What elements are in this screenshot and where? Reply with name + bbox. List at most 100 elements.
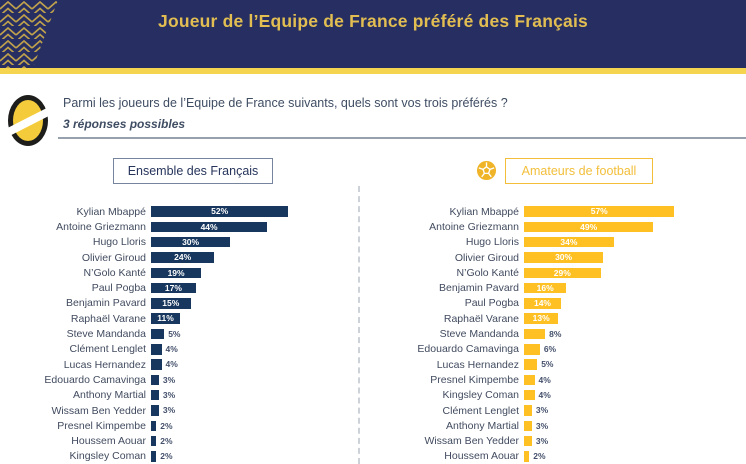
player-label: Anthony Martial [73, 389, 146, 402]
bar: 11% [151, 313, 181, 324]
bar-row: Olivier Giroud 30% [373, 250, 746, 265]
player-label: Hugo Lloris [465, 236, 519, 249]
player-label: Paul Pogba [91, 282, 146, 295]
bar [151, 451, 157, 462]
player-label: Clément Lenglet [442, 404, 519, 417]
bar-row: Antoine Griezmann 44% [0, 219, 356, 234]
value-label: 3% [535, 435, 549, 446]
value-label: 2% [533, 451, 546, 462]
value-label: 24% [174, 252, 192, 263]
bar-row: Hugo Lloris 34% [373, 235, 746, 250]
player-label: Kingsley Coman [69, 450, 146, 463]
value-label: 30% [555, 252, 573, 263]
value-label: 4% [538, 374, 551, 385]
value-label: 16% [536, 282, 554, 293]
bar-track: 3% [524, 435, 746, 447]
page-title: Joueur de l’Equipe de France préféré des… [158, 11, 588, 31]
player-label: Edouardo Camavinga [417, 343, 519, 356]
value-label: 13% [532, 313, 550, 324]
bar: 29% [524, 267, 601, 279]
player-label: Steve Mandanda [439, 328, 519, 341]
player-label: Olivier Giroud [81, 251, 146, 264]
bar-row: Steve Mandanda 5% [0, 326, 356, 341]
bar-row: Kylian Mbappé 57% [373, 204, 746, 219]
bar-row: Benjamin Pavard 16% [373, 280, 746, 295]
player-label: Edouardo Camavinga [44, 373, 146, 386]
player-label: Lucas Hernandez [436, 358, 519, 371]
value-label: 2% [160, 435, 173, 446]
player-label: Presnel Kimpembe [430, 373, 519, 386]
value-label: 57% [590, 206, 608, 217]
bar-row: Edouardo Camavinga 3% [0, 372, 356, 387]
bar-row: Kingsley Coman 4% [373, 388, 746, 403]
bar-row: Houssem Aouar 2% [0, 433, 356, 448]
player-label: Antoine Griezmann [56, 220, 146, 233]
bar: 52% [151, 206, 289, 217]
value-label: 6% [543, 344, 557, 355]
bar: 19% [151, 267, 202, 279]
player-label: Paul Pogba [464, 297, 519, 310]
bar [524, 374, 535, 386]
bar-track: 24% [151, 252, 356, 263]
bar [524, 359, 538, 370]
value-label: 49% [580, 221, 598, 232]
question-text: Parmi les joueurs de l’Equipe de France … [63, 96, 508, 110]
value-label: 3% [535, 405, 549, 416]
value-label: 19% [167, 267, 185, 278]
value-label: 5% [168, 328, 181, 339]
bar [151, 435, 157, 447]
value-label: 5% [541, 359, 554, 370]
player-label: N’Golo Kanté [456, 266, 519, 279]
bar-track: 15% [151, 298, 356, 309]
bar: 14% [524, 298, 561, 309]
bar-row: Anthony Martial 3% [0, 388, 356, 403]
player-label: Houssem Aouar [444, 450, 519, 463]
bar-track: 30% [524, 252, 746, 263]
herringbone-pattern [0, 0, 58, 68]
bar: 44% [151, 221, 268, 233]
bar-track: 2% [151, 435, 356, 447]
chart-amateurs-de-football: Kylian Mbappé 57% Antoine Griezmann 49% Hugo… [373, 204, 746, 464]
bar-track: 3% [524, 420, 746, 432]
bar-row: Paul Pogba 17% [0, 280, 356, 295]
value-label: 8% [549, 328, 562, 339]
header-band: Joueur de l’Equipe de France préféré des… [0, 0, 746, 68]
bar-track: 5% [524, 359, 746, 370]
bar: 15% [151, 298, 191, 309]
bar-row: Raphaël Varane 11% [0, 311, 356, 326]
bar-row: Olivier Giroud 24% [0, 250, 356, 265]
bar-track: 2% [151, 420, 356, 432]
bar-track: 4% [524, 374, 746, 386]
brand-ball-logo-icon [7, 94, 49, 147]
bar [151, 359, 162, 370]
bar: 30% [151, 236, 231, 248]
player-label: Anthony Martial [446, 419, 519, 432]
bar-row: Lucas Hernandez 5% [373, 357, 746, 372]
bar-track: 34% [524, 236, 746, 248]
bar-row: Anthony Martial 3% [373, 418, 746, 433]
player-label: Hugo Lloris [92, 236, 146, 249]
bar-row: Clément Lenglet 4% [0, 342, 356, 357]
bar-row: Benjamin Pavard 15% [0, 296, 356, 311]
question-subtext: 3 réponses possibles [63, 117, 186, 131]
player-label: Wissam Ben Yedder [424, 435, 519, 448]
bar-track: 6% [524, 344, 746, 355]
bar-row: Hugo Lloris 30% [0, 235, 356, 250]
bar-track: 16% [524, 282, 746, 294]
bar: 57% [524, 206, 675, 217]
bar-row: Presnel Kimpembe 2% [0, 418, 356, 433]
bar-row: Steve Mandanda 8% [373, 326, 746, 341]
bar-row: Presnel Kimpembe 4% [373, 372, 746, 387]
player-label: Houssem Aouar [71, 435, 146, 448]
bar-track: 3% [151, 405, 356, 416]
bar-track: 13% [524, 313, 746, 324]
value-label: 11% [157, 313, 174, 324]
bar-track: 5% [151, 328, 356, 340]
group-label-amateurs: Amateurs de football [505, 158, 653, 184]
bar-row: Lucas Hernandez 4% [0, 357, 356, 372]
bar [151, 405, 159, 416]
bar [151, 328, 165, 340]
bar-track: 2% [151, 451, 356, 462]
question-underline [58, 137, 746, 139]
player-label: Benjamin Pavard [439, 282, 519, 295]
